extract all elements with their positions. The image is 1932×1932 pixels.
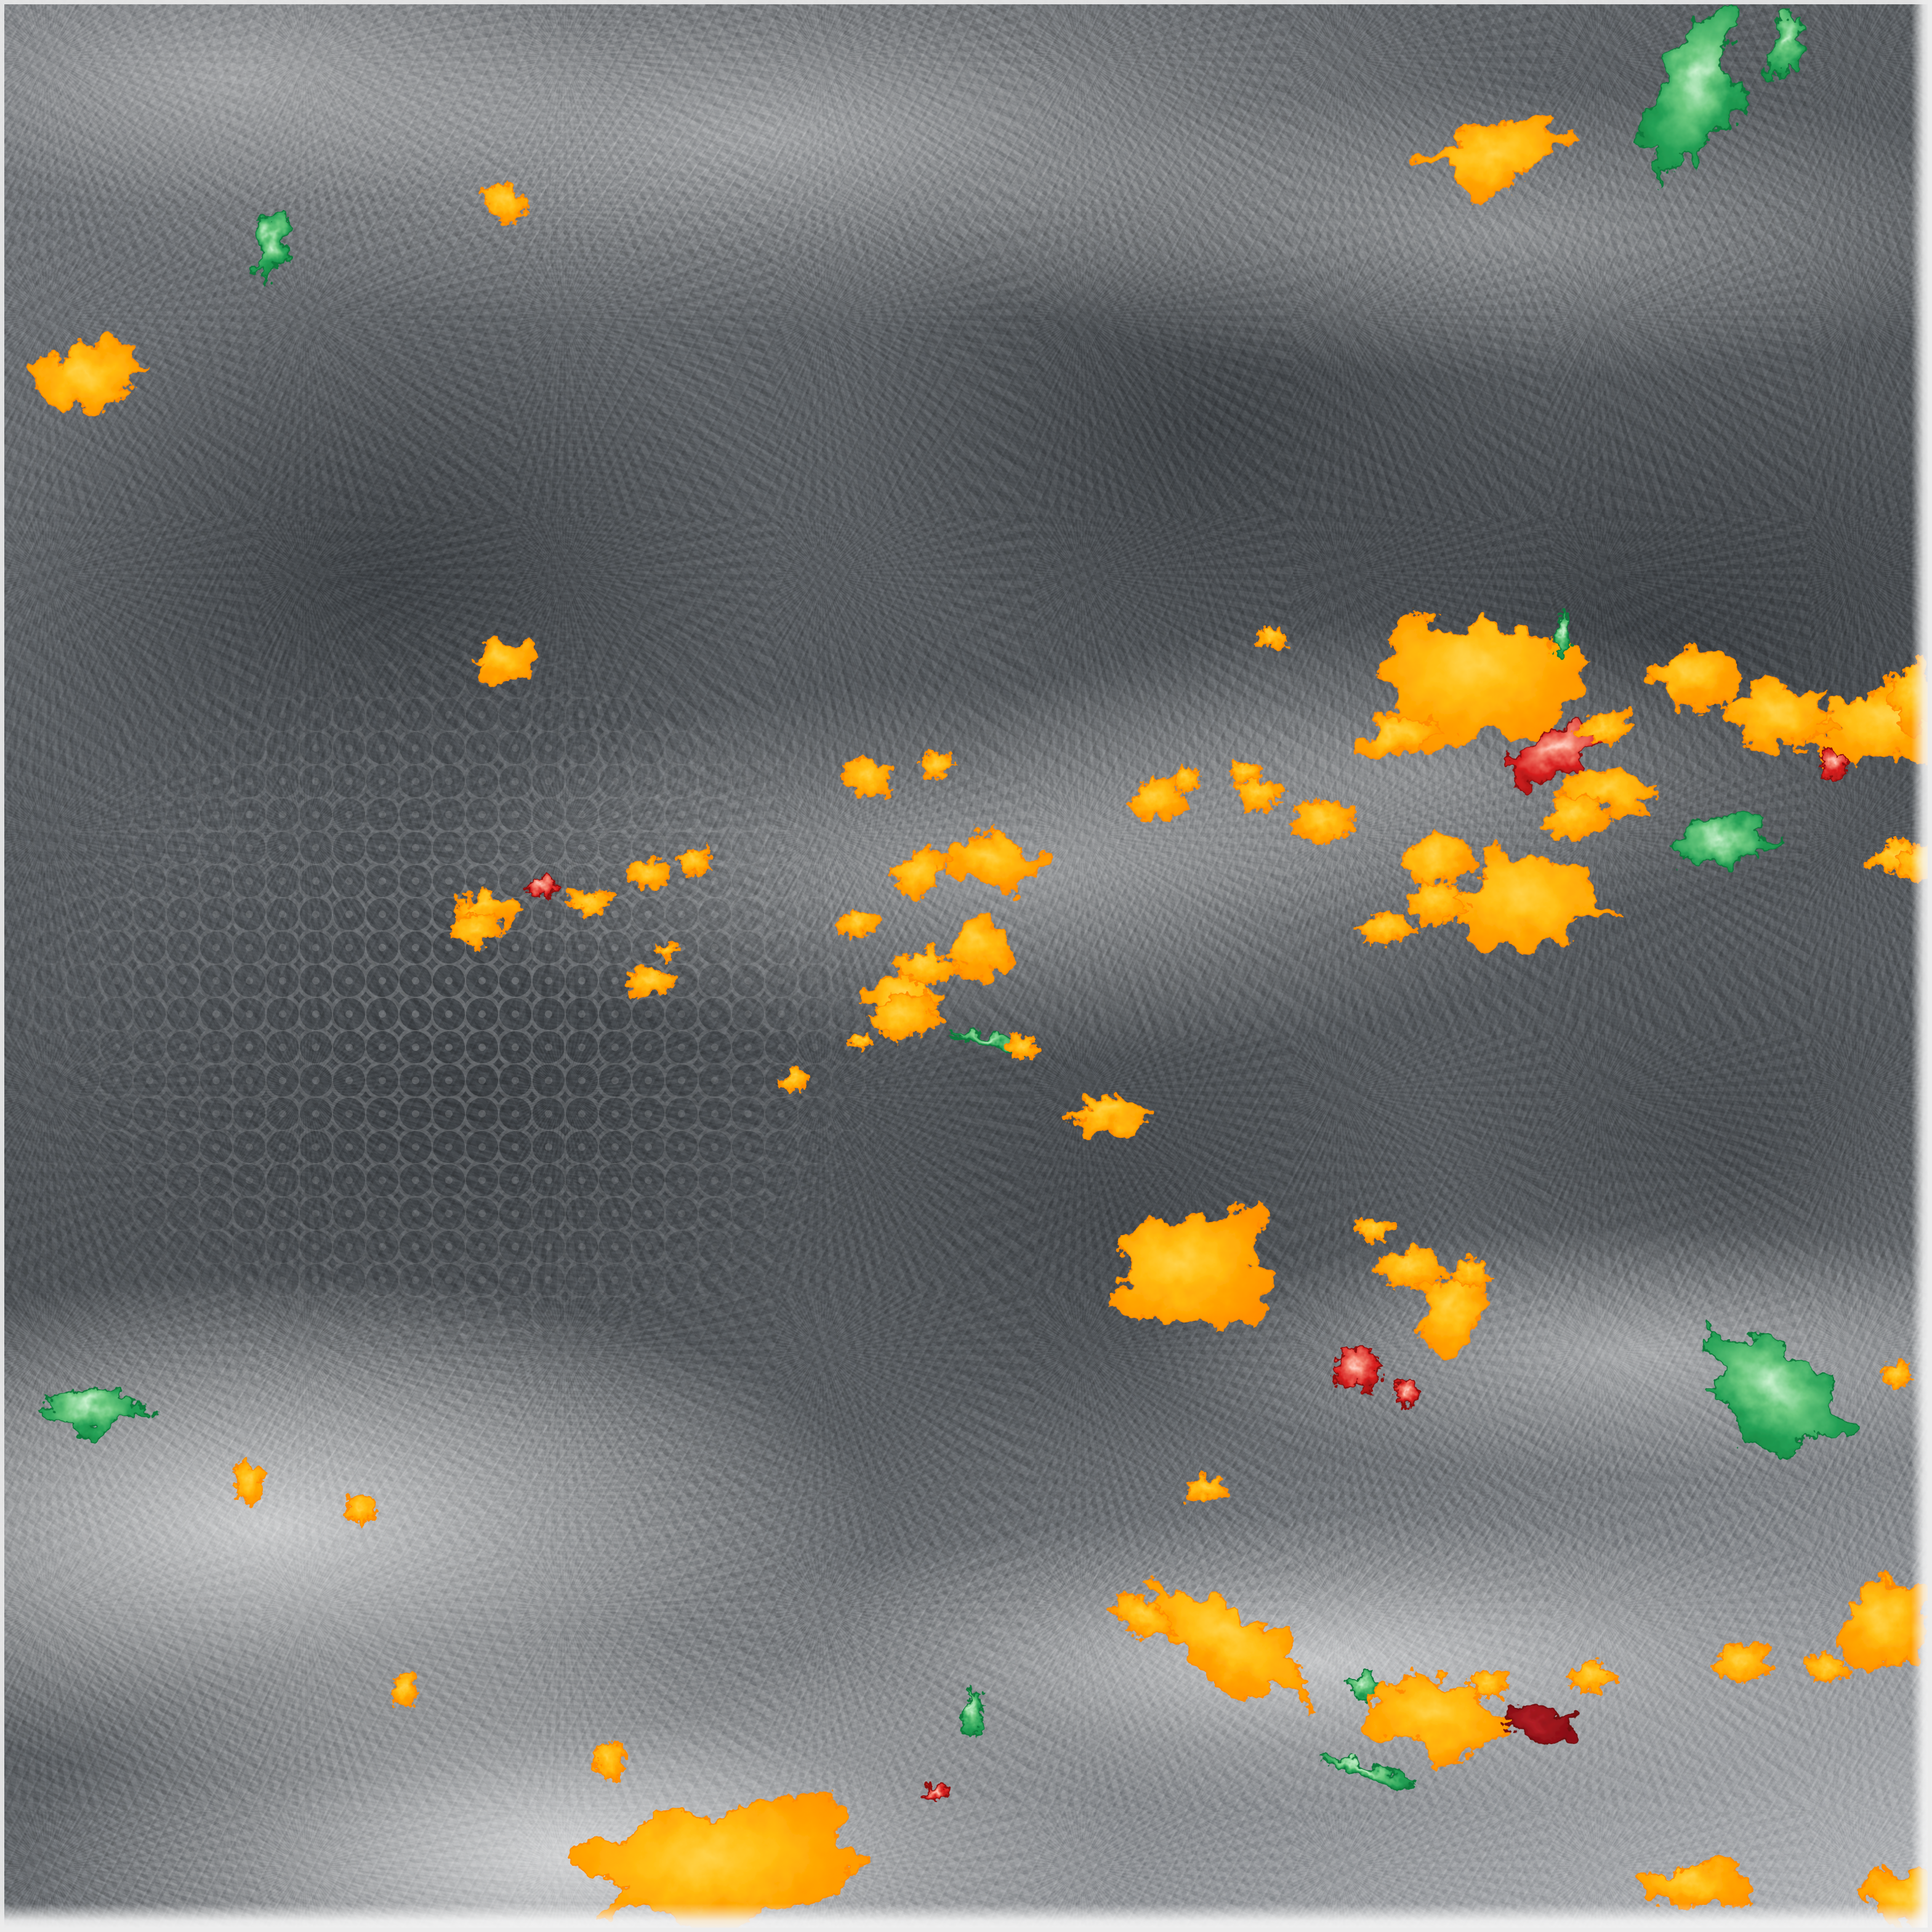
convective-cell-orange: [1568, 1658, 1622, 1696]
convective-cell-orange: [567, 1790, 871, 1932]
convective-cell-orange: [1449, 1255, 1491, 1289]
convective-cell-orange: [1643, 645, 1744, 712]
convective-cell-orange: [1377, 611, 1592, 751]
convective-cell-green: [1346, 1670, 1382, 1702]
convective-cell-orange: [469, 639, 539, 686]
convective-cell-orange: [653, 941, 682, 962]
convective-cell-orange: [1710, 1641, 1773, 1685]
convective-cell-orange: [1862, 1867, 1932, 1932]
convective-cell-orange: [890, 944, 964, 988]
convective-cell-orange: [566, 888, 615, 920]
convective-cell-green: [254, 213, 292, 284]
convective-cell-orange: [1573, 707, 1633, 745]
convective-cell-orange: [1405, 877, 1471, 926]
convective-cell-green: [1553, 611, 1573, 661]
convective-cell-maroon: [1505, 1702, 1578, 1746]
convective-cell-orange: [456, 888, 521, 925]
convective-cell-orange: [941, 830, 1046, 892]
convective-cell-orange: [847, 1032, 874, 1052]
convective-cell-orange: [1106, 1593, 1177, 1640]
convective-cell-orange: [1398, 833, 1483, 887]
convective-cell-orange: [1290, 797, 1358, 845]
convective-cell-green: [1670, 813, 1779, 872]
convective-cell-orange: [1540, 793, 1613, 840]
convective-cell-orange: [866, 991, 941, 1044]
convective-cell-orange: [232, 1460, 267, 1505]
convective-cell-orange: [1172, 765, 1202, 794]
convective-cell-orange: [1143, 1576, 1316, 1708]
convective-cell-orange: [841, 755, 893, 798]
convective-cell-orange: [1419, 1267, 1489, 1356]
convective-cell-orange: [948, 915, 1017, 980]
convective-cell-orange: [392, 1672, 418, 1707]
convective-cell-orange: [1419, 113, 1579, 207]
convective-cell-orange: [676, 846, 713, 877]
convective-cell-orange: [625, 965, 680, 998]
convective-cell-orange: [480, 183, 531, 226]
convective-cell-red: [524, 873, 562, 900]
convective-cell-orange: [626, 857, 672, 892]
convective-cell-orange: [1353, 1217, 1396, 1243]
convective-cell-orange: [449, 912, 505, 949]
convective-cell-green: [960, 1688, 986, 1739]
convective-cell-orange: [1720, 676, 1840, 755]
convective-cell-orange: [1228, 759, 1262, 784]
convective-cell-orange: [1804, 1654, 1854, 1684]
convective-cell-green: [1769, 4, 1806, 84]
convective-cell-green: [1636, 8, 1743, 185]
convective-cell-orange: [1356, 910, 1417, 946]
convective-cell-orange: [1105, 1204, 1273, 1329]
convective-cell-orange: [28, 337, 152, 418]
convective-cell-orange: [1639, 1859, 1752, 1910]
convective-cell-orange: [592, 1738, 627, 1782]
convective-cell-orange: [1233, 775, 1285, 813]
convective-cell-orange: [778, 1067, 808, 1093]
convective-cell-green: [1318, 1754, 1412, 1789]
convective-cell-orange: [1255, 624, 1289, 650]
convective-cell-orange: [1356, 715, 1446, 759]
convective-cell-orange: [1125, 775, 1189, 821]
convective-cell-orange: [1063, 1094, 1151, 1135]
convective-cell-orange: [919, 751, 959, 781]
convective-cell-orange: [1880, 1360, 1914, 1388]
convective-feature-group: [28, 4, 1932, 1932]
convective-cell-red: [1505, 724, 1616, 790]
convective-cell-red: [1332, 1345, 1382, 1394]
convective-cell-orange: [1005, 1035, 1040, 1060]
convective-cell-orange: [1837, 1574, 1932, 1673]
convective-cell-orange: [887, 847, 951, 900]
convective-cell-orange: [344, 1494, 378, 1527]
convective-cell-red: [1394, 1377, 1420, 1408]
convective-cell-orange: [836, 908, 882, 938]
convective-cell-green: [1700, 1325, 1859, 1457]
convective-cell-red: [1818, 747, 1851, 779]
convective-cell-red: [921, 1782, 951, 1801]
convective-cell-green: [39, 1382, 149, 1436]
convective-cell-orange: [1466, 1670, 1513, 1700]
convective-cell-orange: [1185, 1475, 1230, 1503]
